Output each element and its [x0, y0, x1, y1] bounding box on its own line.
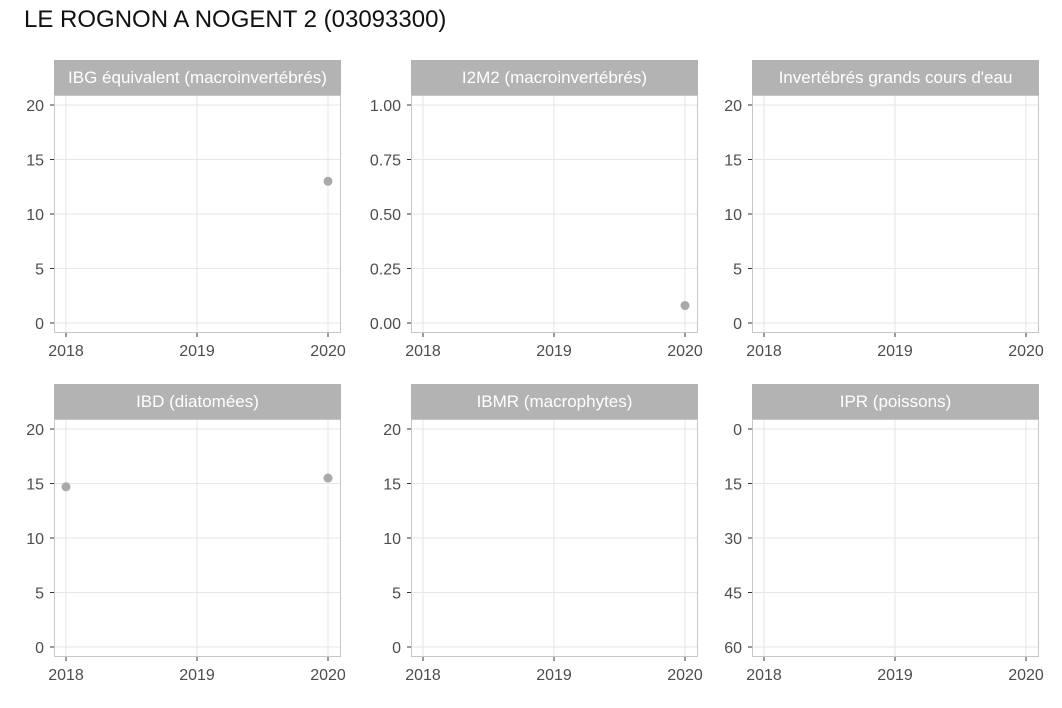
x-tick-label: 2018 [746, 343, 782, 360]
facet-strip-title: IBG équivalent (macroinvertébrés) [54, 60, 341, 95]
y-tick-label: 5 [35, 586, 44, 603]
data-point [323, 176, 333, 186]
y-tick-label: 10 [26, 207, 44, 224]
x-tick-label: 2019 [536, 667, 572, 684]
facet-panel-ibd: IBD (diatomées) 0 5 10 15 20 2018 2019 2020 [26, 384, 346, 684]
y-tick-label: 15 [26, 477, 44, 494]
y-tick-label: 15 [383, 477, 401, 494]
facet-panel-invertebres-grands-cours: Invertébrés grands cours d'eau 0 5 10 15 20 2… [724, 60, 1044, 360]
panel-frame [411, 95, 698, 333]
y-tick-label: 0.00 [370, 316, 401, 333]
y-tick-label: 30 [724, 531, 742, 548]
panel-frame [752, 95, 1039, 333]
y-tick-label: 0.25 [370, 262, 401, 279]
y-tick-label: 0 [392, 640, 401, 657]
facet-panel-i2m2: I2M2 (macroinvertébrés) 0.00 0.25 0.50 0.75… [370, 60, 703, 360]
panel-frame [411, 419, 698, 657]
y-tick-label: 15 [26, 153, 44, 170]
y-tick-label: 1.00 [370, 98, 401, 115]
x-tick-label: 2019 [179, 343, 215, 360]
y-tick-label: 20 [383, 422, 401, 439]
data-point [323, 473, 333, 483]
panel-frame [54, 419, 341, 657]
y-tick-label: 45 [724, 586, 742, 603]
y-tick-label: 60 [724, 640, 742, 657]
facet-strip-title: IBMR (macrophytes) [411, 384, 698, 419]
facet-panel-ipr: IPR (poissons) 0 15 30 45 60 2018 2019 2020 [724, 384, 1044, 684]
y-tick-label: 10 [383, 531, 401, 548]
x-tick-label: 2018 [48, 667, 84, 684]
facet-plot-svg: 0 5 10 15 20 2018 2019 2020 [724, 95, 1044, 360]
x-tick-label: 2020 [310, 667, 346, 684]
y-tick-label: 0 [733, 422, 742, 439]
x-tick-label: 2019 [536, 343, 572, 360]
facet-strip-title: Invertébrés grands cours d'eau [752, 60, 1039, 95]
y-tick-label: 10 [26, 531, 44, 548]
y-tick-label: 20 [26, 98, 44, 115]
x-tick-label: 2019 [877, 343, 913, 360]
y-tick-label: 15 [724, 477, 742, 494]
panel-frame [752, 419, 1039, 657]
facet-panel-ibmr: IBMR (macrophytes) 0 5 10 15 20 2018 2019 2020 [383, 384, 703, 684]
facet-plot-svg: 0.00 0.25 0.50 0.75 1.00 2018 2019 2020 [370, 95, 703, 360]
y-tick-label: 15 [724, 153, 742, 170]
y-tick-label: 0.50 [370, 207, 401, 224]
x-tick-label: 2020 [1008, 667, 1044, 684]
x-tick-label: 2020 [667, 667, 703, 684]
y-tick-label: 0 [35, 640, 44, 657]
panel-frame [54, 95, 341, 333]
x-tick-label: 2020 [667, 343, 703, 360]
facet-plot-svg: 0 5 10 15 20 2018 2019 2020 [383, 419, 703, 684]
y-tick-label: 0 [733, 316, 742, 333]
facet-plot-svg: 0 5 10 15 20 2018 2019 2020 [26, 419, 346, 684]
y-tick-label: 5 [392, 586, 401, 603]
data-point [680, 301, 690, 311]
y-tick-label: 5 [733, 262, 742, 279]
x-tick-label: 2019 [877, 667, 913, 684]
page-title: LE ROGNON A NOGENT 2 (03093300) [24, 6, 447, 33]
x-tick-label: 2020 [310, 343, 346, 360]
data-point [61, 482, 71, 492]
facet-panel-ibg: IBG équivalent (macroinvertébrés) 0 5 10 15… [26, 60, 346, 360]
x-tick-label: 2018 [405, 667, 441, 684]
facet-plot-svg: 0 5 10 15 20 2018 2019 2020 [26, 95, 346, 360]
x-tick-label: 2019 [179, 667, 215, 684]
y-tick-label: 0 [35, 316, 44, 333]
x-tick-label: 2018 [405, 343, 441, 360]
facet-strip-title: I2M2 (macroinvertébrés) [411, 60, 698, 95]
y-tick-label: 5 [35, 262, 44, 279]
y-tick-label: 10 [724, 207, 742, 224]
x-tick-label: 2020 [1008, 343, 1044, 360]
x-tick-label: 2018 [746, 667, 782, 684]
facet-strip-title: IBD (diatomées) [54, 384, 341, 419]
y-tick-label: 20 [26, 422, 44, 439]
facet-strip-title: IPR (poissons) [752, 384, 1039, 419]
y-tick-label: 20 [724, 98, 742, 115]
y-tick-label: 0.75 [370, 153, 401, 170]
x-tick-label: 2018 [48, 343, 84, 360]
